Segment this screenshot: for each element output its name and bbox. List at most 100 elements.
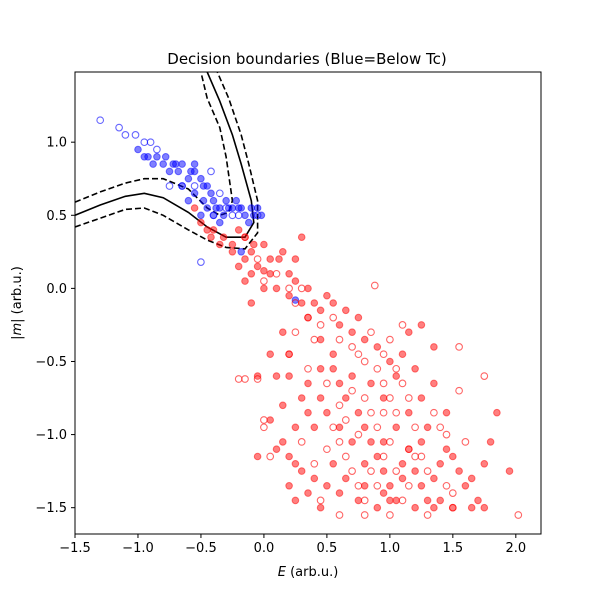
above-tc-point: [367, 408, 375, 417]
above-tc-point: [316, 335, 325, 344]
above-tc-point: [430, 503, 438, 512]
above-tc-point: [335, 423, 344, 432]
above-tc-point: [455, 467, 463, 475]
below-tc-point: [96, 116, 105, 125]
above-tc-point: [430, 474, 438, 483]
x-tick-label: −1.5: [59, 541, 91, 556]
above-tc-point: [392, 467, 401, 475]
below-tc-point: [203, 204, 211, 212]
below-tc-point: [222, 196, 230, 205]
above-tc-point: [370, 281, 379, 290]
above-tc-point: [411, 365, 419, 373]
above-tc-point: [354, 350, 363, 359]
y-tick-label: −1.0: [35, 428, 67, 443]
below-tc-point: [146, 138, 155, 147]
above-tc-point: [260, 284, 268, 293]
above-tc-point: [398, 321, 407, 329]
above-tc-point: [197, 218, 205, 227]
above-tc-point: [467, 474, 476, 483]
above-tc-point: [209, 226, 218, 234]
above-tc-point: [480, 460, 489, 468]
above-tc-point: [417, 438, 426, 446]
below-tc-point: [190, 167, 199, 176]
above-tc-point: [386, 511, 394, 519]
above-tc-point: [379, 467, 388, 475]
above-tc-point: [373, 423, 382, 432]
above-tc-point: [279, 328, 287, 337]
above-tc-point: [250, 240, 258, 249]
above-tc-point: [373, 343, 382, 351]
above-tc-point: [449, 452, 457, 461]
above-tc-point: [316, 503, 325, 512]
above-tc-point: [392, 423, 401, 432]
below-tc-point: [203, 182, 211, 190]
above-tc-point: [348, 467, 356, 475]
above-tc-point: [323, 482, 331, 490]
above-tc-point: [392, 408, 401, 417]
margin-boundary-line: [75, 72, 259, 250]
above-tc-point: [467, 503, 476, 512]
above-tc-point: [335, 489, 344, 497]
above-tc-point: [493, 408, 501, 417]
above-tc-point: [411, 503, 419, 512]
above-tc-point: [386, 482, 394, 490]
above-tc-point: [386, 335, 394, 344]
above-tc-point: [423, 423, 432, 432]
above-tc-point: [461, 482, 470, 490]
below-tc-point: [149, 160, 157, 168]
above-tc-point: [430, 379, 438, 388]
below-tc-point: [184, 174, 193, 183]
x-tick-label: 0.5: [317, 541, 338, 556]
above-tc-point: [316, 365, 325, 373]
below-tc-point: [209, 196, 218, 205]
above-tc-point: [373, 503, 382, 512]
above-tc-point: [474, 496, 482, 505]
above-tc-point: [272, 284, 281, 293]
above-tc-point: [323, 445, 331, 454]
below-tc-point: [245, 218, 253, 227]
above-tc-point: [291, 328, 300, 337]
below-tc-point: [131, 131, 140, 139]
above-tc-point: [348, 328, 356, 337]
above-tc-point: [297, 299, 306, 307]
above-tc-point: [373, 364, 382, 373]
y-tick-label: 0.0: [46, 282, 67, 297]
above-tc-point: [260, 416, 268, 424]
above-tc-point: [335, 321, 344, 329]
below-tc-point: [241, 211, 249, 220]
above-tc-point: [291, 255, 300, 263]
above-tc-point: [341, 452, 350, 461]
below-tc-point: [216, 218, 224, 227]
above-tc-point: [354, 496, 363, 505]
above-tc-point: [398, 460, 407, 468]
above-tc-point: [266, 255, 275, 263]
below-tc-point: [209, 211, 218, 220]
above-tc-point: [285, 284, 293, 293]
above-tc-point: [398, 496, 407, 505]
above-tc-point: [304, 364, 312, 373]
below-tc-point: [174, 167, 183, 176]
below-tc-point: [207, 189, 215, 198]
above-tc-point: [216, 240, 224, 249]
above-tc-point: [430, 343, 438, 351]
above-tc-point: [455, 343, 463, 351]
above-tc-point: [386, 438, 394, 446]
x-tick-label: −1.0: [122, 541, 154, 556]
above-tc-point: [354, 430, 363, 439]
above-tc-point: [405, 328, 413, 337]
above-tc-point: [266, 350, 275, 359]
below-tc-point: [161, 153, 170, 161]
above-tc-point: [442, 430, 451, 439]
below-tc-point: [197, 211, 205, 220]
above-tc-point: [392, 496, 401, 505]
above-tc-point: [348, 386, 356, 395]
below-tc-point: [247, 204, 256, 212]
above-tc-point: [291, 423, 300, 432]
above-tc-point: [373, 452, 382, 461]
above-tc-point: [379, 394, 388, 402]
above-tc-point: [310, 459, 319, 468]
above-tc-point: [272, 269, 281, 278]
above-tc-point: [360, 335, 369, 344]
above-tc-point: [291, 277, 300, 285]
